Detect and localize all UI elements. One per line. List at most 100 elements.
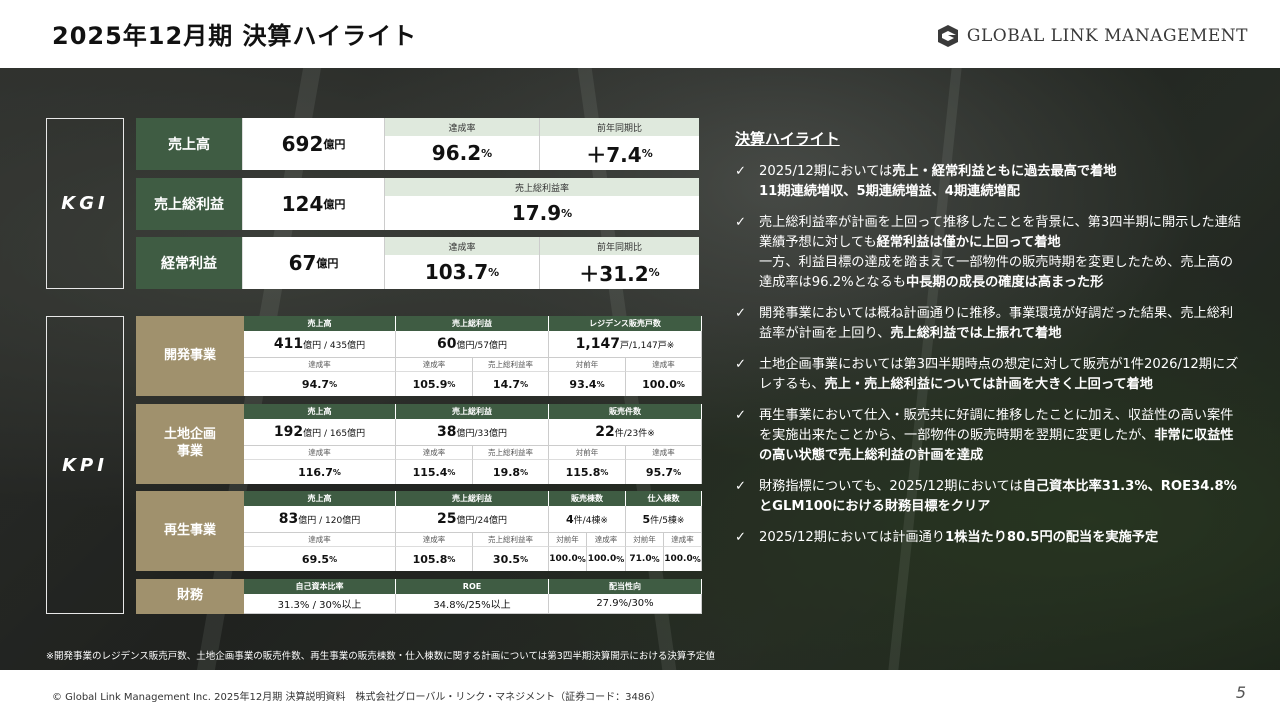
logo-mark-icon — [937, 25, 958, 47]
kpi-value: 192 億円 / 165億円 — [244, 419, 396, 446]
sub-value: 105.8% — [396, 547, 473, 571]
page-title: 2025年12月期 決算ハイライト — [52, 22, 418, 50]
kpi-value: 34.8%/25%以上 — [396, 594, 549, 614]
sub-header: 対前年 — [549, 446, 626, 460]
footnote: ※開発事業のレジデンス販売戸数、土地企画事業の販売件数、再生事業の販売棟数・仕入… — [46, 651, 715, 662]
sub-header: 達成率 — [244, 446, 396, 460]
kpi-dev: 開発事業 売上高 売上総利益 レジデンス販売戸数 411 億円 / 435億円 6… — [136, 316, 702, 396]
kgi-achievement: 達成率 103.7% — [384, 237, 539, 289]
kgi-achievement: 達成率 96.2% — [384, 118, 539, 170]
sub-header: 達成率 — [244, 358, 396, 372]
sub-value: 100.0% — [664, 547, 702, 571]
company-logo: GLOBAL LINK MANAGEMENT — [937, 24, 1248, 48]
sub-value: 100.0% — [626, 372, 702, 396]
kpi-label: KPI — [46, 316, 124, 614]
sub-value: 105.9% — [396, 372, 473, 396]
kpi-value: 22 件/23件※ — [549, 419, 702, 446]
kpi-land: 土地企画 事業 売上高 売上総利益 販売件数 192 億円 / 165億円 38 億… — [136, 404, 702, 484]
kgi-value: 67 億円 — [242, 237, 384, 289]
sub-value: 71.0% — [626, 547, 664, 571]
col-header: 販売件数 — [549, 404, 702, 419]
sub-value: 19.8% — [473, 460, 549, 484]
sub-header: 達成率 — [626, 446, 702, 460]
sub-header: 対前年 — [626, 533, 664, 547]
sub-value: 93.4% — [549, 372, 626, 396]
kpi-value: 25 億円/24億円 — [396, 506, 549, 533]
kpi-value: 83 億円 / 120億円 — [244, 506, 396, 533]
sub-header: 達成率 — [396, 533, 473, 547]
col-header: 売上総利益 — [396, 404, 549, 419]
col-header: ROE — [396, 579, 549, 594]
kpi-value: 4 件/4棟※ — [549, 506, 626, 533]
highlight-item: 売上総利益率が計画を上回って推移したことを背景に、第3四半期に開示した連結業績予… — [735, 213, 1245, 293]
col-header: 売上高 — [244, 316, 396, 331]
sub-header: 対前年 — [549, 358, 626, 372]
kpi-value: 31.3% / 30%以上 — [244, 594, 396, 614]
sub-value: 100.0% — [549, 547, 587, 571]
sub-value: 69.5% — [244, 547, 396, 571]
kgi-row-sales: 売上高 692 億円 達成率 96.2% 前年同期比 ＋7.4% — [136, 118, 699, 170]
logo-text: GLOBAL LINK MANAGEMENT — [966, 26, 1248, 46]
kpi-value: 27.9%/30% — [549, 594, 702, 614]
highlight-item: 2025/12期においては計画通り1株当たり80.5円の配当を実施予定 — [735, 528, 1245, 548]
highlight-item: 開発事業においては概ね計画通りに推移。事業環境が好調だった結果、売上総利益率が計… — [735, 304, 1245, 344]
sub-header: 達成率 — [664, 533, 702, 547]
kgi-row-gross: 売上総利益 124 億円 売上総利益率 17.9% — [136, 178, 699, 230]
sub-value: 94.7% — [244, 372, 396, 396]
sub-value: 14.7% — [473, 372, 549, 396]
col-header: 配当性向 — [549, 579, 702, 594]
highlight-item: 財務指標についても、2025/12期においては自己資本比率31.3%、ROE34… — [735, 477, 1245, 517]
kgi-yoy: 前年同期比 ＋31.2% — [539, 237, 699, 289]
highlight-item: 再生事業において仕入・販売共に好調に推移したことに加え、収益性の高い案件を実施出… — [735, 406, 1245, 466]
kgi-value: 124 億円 — [242, 178, 384, 230]
sub-header: 売上総利益率 — [473, 533, 549, 547]
sub-value: 100.0% — [587, 547, 626, 571]
kpi-name: 土地企画 事業 — [136, 404, 244, 484]
kgi-yoy: 前年同期比 ＋7.4% — [539, 118, 699, 170]
sub-value: 95.7% — [626, 460, 702, 484]
kpi-finance: 財務 自己資本比率 ROE 配当性向 31.3% / 30%以上 34.8%/2… — [136, 579, 702, 614]
sub-header: 対前年 — [549, 533, 587, 547]
col-header: 仕入棟数 — [626, 491, 702, 506]
col-header: 売上高 — [244, 404, 396, 419]
col-header: 売上総利益 — [396, 316, 549, 331]
kpi-value: 5 件/5棟※ — [626, 506, 702, 533]
kpi-value: 411 億円 / 435億円 — [244, 331, 396, 358]
col-header: 売上高 — [244, 491, 396, 506]
kpi-value: 38 億円/33億円 — [396, 419, 549, 446]
col-header: 販売棟数 — [549, 491, 626, 506]
kgi-label: KGI — [46, 118, 124, 289]
sub-header: 売上総利益率 — [473, 446, 549, 460]
col-header: 売上総利益 — [396, 491, 549, 506]
kpi-regen: 再生事業 売上高 売上総利益 販売棟数 仕入棟数 83 億円 / 120億円 25… — [136, 491, 702, 571]
sub-header: 達成率 — [396, 446, 473, 460]
kgi-margin: 売上総利益率 17.9% — [384, 178, 699, 230]
highlights-title: 決算ハイライト — [735, 130, 840, 148]
copyright: © Global Link Management Inc. 2025年12月期 … — [52, 692, 661, 703]
sub-value: 116.7% — [244, 460, 396, 484]
kgi-name: 売上総利益 — [136, 178, 242, 230]
sub-header: 売上総利益率 — [473, 358, 549, 372]
kgi-name: 経常利益 — [136, 237, 242, 289]
kgi-value: 692 億円 — [242, 118, 384, 170]
kpi-value: 1,147 戸/1,147戸※ — [549, 331, 702, 358]
sub-header: 達成率 — [587, 533, 626, 547]
sub-header: 達成率 — [244, 533, 396, 547]
kpi-name: 財務 — [136, 579, 244, 614]
page-number: 5 — [1235, 683, 1246, 702]
kpi-name: 再生事業 — [136, 491, 244, 571]
sub-value: 115.8% — [549, 460, 626, 484]
highlights-list: 2025/12期においては売上・経常利益ともに過去最高で着地11期連続増収、5期… — [735, 162, 1245, 559]
highlight-item: 2025/12期においては売上・経常利益ともに過去最高で着地11期連続増収、5期… — [735, 162, 1245, 202]
sub-value: 30.5% — [473, 547, 549, 571]
sub-header: 達成率 — [396, 358, 473, 372]
kpi-value: 60 億円/57億円 — [396, 331, 549, 358]
highlight-item: 土地企画事業においては第3四半期時点の想定に対して販売が1件2026/12期にズ… — [735, 355, 1245, 395]
kpi-name: 開発事業 — [136, 316, 244, 396]
kgi-name: 売上高 — [136, 118, 242, 170]
sub-header: 達成率 — [626, 358, 702, 372]
col-header: レジデンス販売戸数 — [549, 316, 702, 331]
col-header: 自己資本比率 — [244, 579, 396, 594]
sub-value: 115.4% — [396, 460, 473, 484]
kgi-row-ordinary: 経常利益 67 億円 達成率 103.7% 前年同期比 ＋31.2% — [136, 237, 699, 289]
